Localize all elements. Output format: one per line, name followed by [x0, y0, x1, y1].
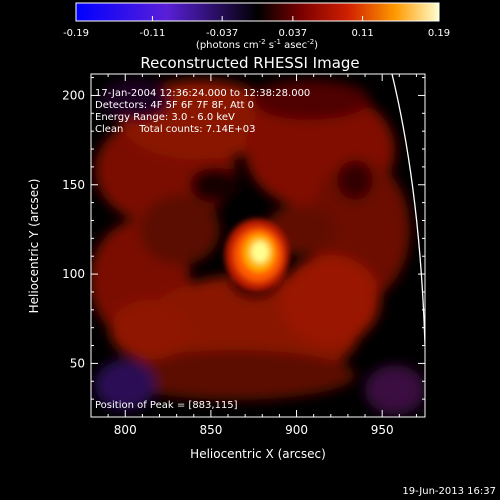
colorbar-gradient — [75, 2, 440, 22]
colorbar-tick-label: -0.11 — [139, 28, 165, 39]
x-axis-label: Heliocentric X (arcsec) — [190, 447, 326, 461]
heatmap-image — [91, 74, 425, 417]
annotations: 17-Jan-2004 12:36:24.000 to 12:38:28.000… — [95, 88, 310, 411]
x-tick-label: 950 — [371, 423, 394, 437]
annotation-detectors: Detectors: 4F 5F 6F 7F 8F, Att 0 — [95, 100, 254, 111]
footer-timestamp: 19-Jun-2013 16:37 — [402, 486, 496, 497]
colorbar-units: (photons cm-2 s-1 asec-2) — [196, 38, 318, 51]
y-tick-label: 100 — [62, 267, 85, 281]
y-tick-label: 50 — [70, 356, 85, 370]
x-tick-label: 900 — [285, 423, 308, 437]
x-tick-label: 850 — [199, 423, 222, 437]
annotation-time-range: 17-Jan-2004 12:36:24.000 to 12:38:28.000 — [95, 88, 310, 99]
colorbar-tick-label: 0.19 — [428, 28, 450, 39]
colorbar-tick-label: -0.19 — [63, 28, 89, 39]
plot-frame — [90, 73, 426, 418]
colorbar-ticks: -0.19 -0.11 -0.037 0.037 0.11 0.19 — [63, 16, 450, 39]
x-axis-ticks: 800 850 900 950 — [90, 74, 417, 437]
solar-limb — [391, 74, 425, 346]
y-tick-label: 200 — [62, 88, 85, 102]
peak-position-label: Position of Peak = [883,115] — [95, 400, 238, 411]
peak-source — [225, 219, 289, 291]
y-axis-ticks: 50 100 150 200 — [62, 77, 425, 400]
colorbar-tick-label: -0.037 — [206, 28, 238, 39]
y-tick-label: 150 — [62, 178, 85, 192]
chart-title: Reconstructed RHESSI Image — [140, 54, 359, 72]
annotation-energy-range: Energy Range: 3.0 - 6.0 keV — [95, 112, 235, 123]
colorbar: -0.19 -0.11 -0.037 0.037 0.11 0.19 (photons c… — [63, 2, 450, 51]
y-axis-label: Heliocentric Y (arcsec) — [27, 179, 41, 314]
colorbar-tick-label: 0.037 — [279, 28, 308, 39]
x-tick-label: 800 — [114, 423, 137, 437]
annotation-clean-counts: Clean Total counts: 7.14E+03 — [95, 124, 255, 135]
colorbar-tick-label: 0.11 — [351, 28, 373, 39]
